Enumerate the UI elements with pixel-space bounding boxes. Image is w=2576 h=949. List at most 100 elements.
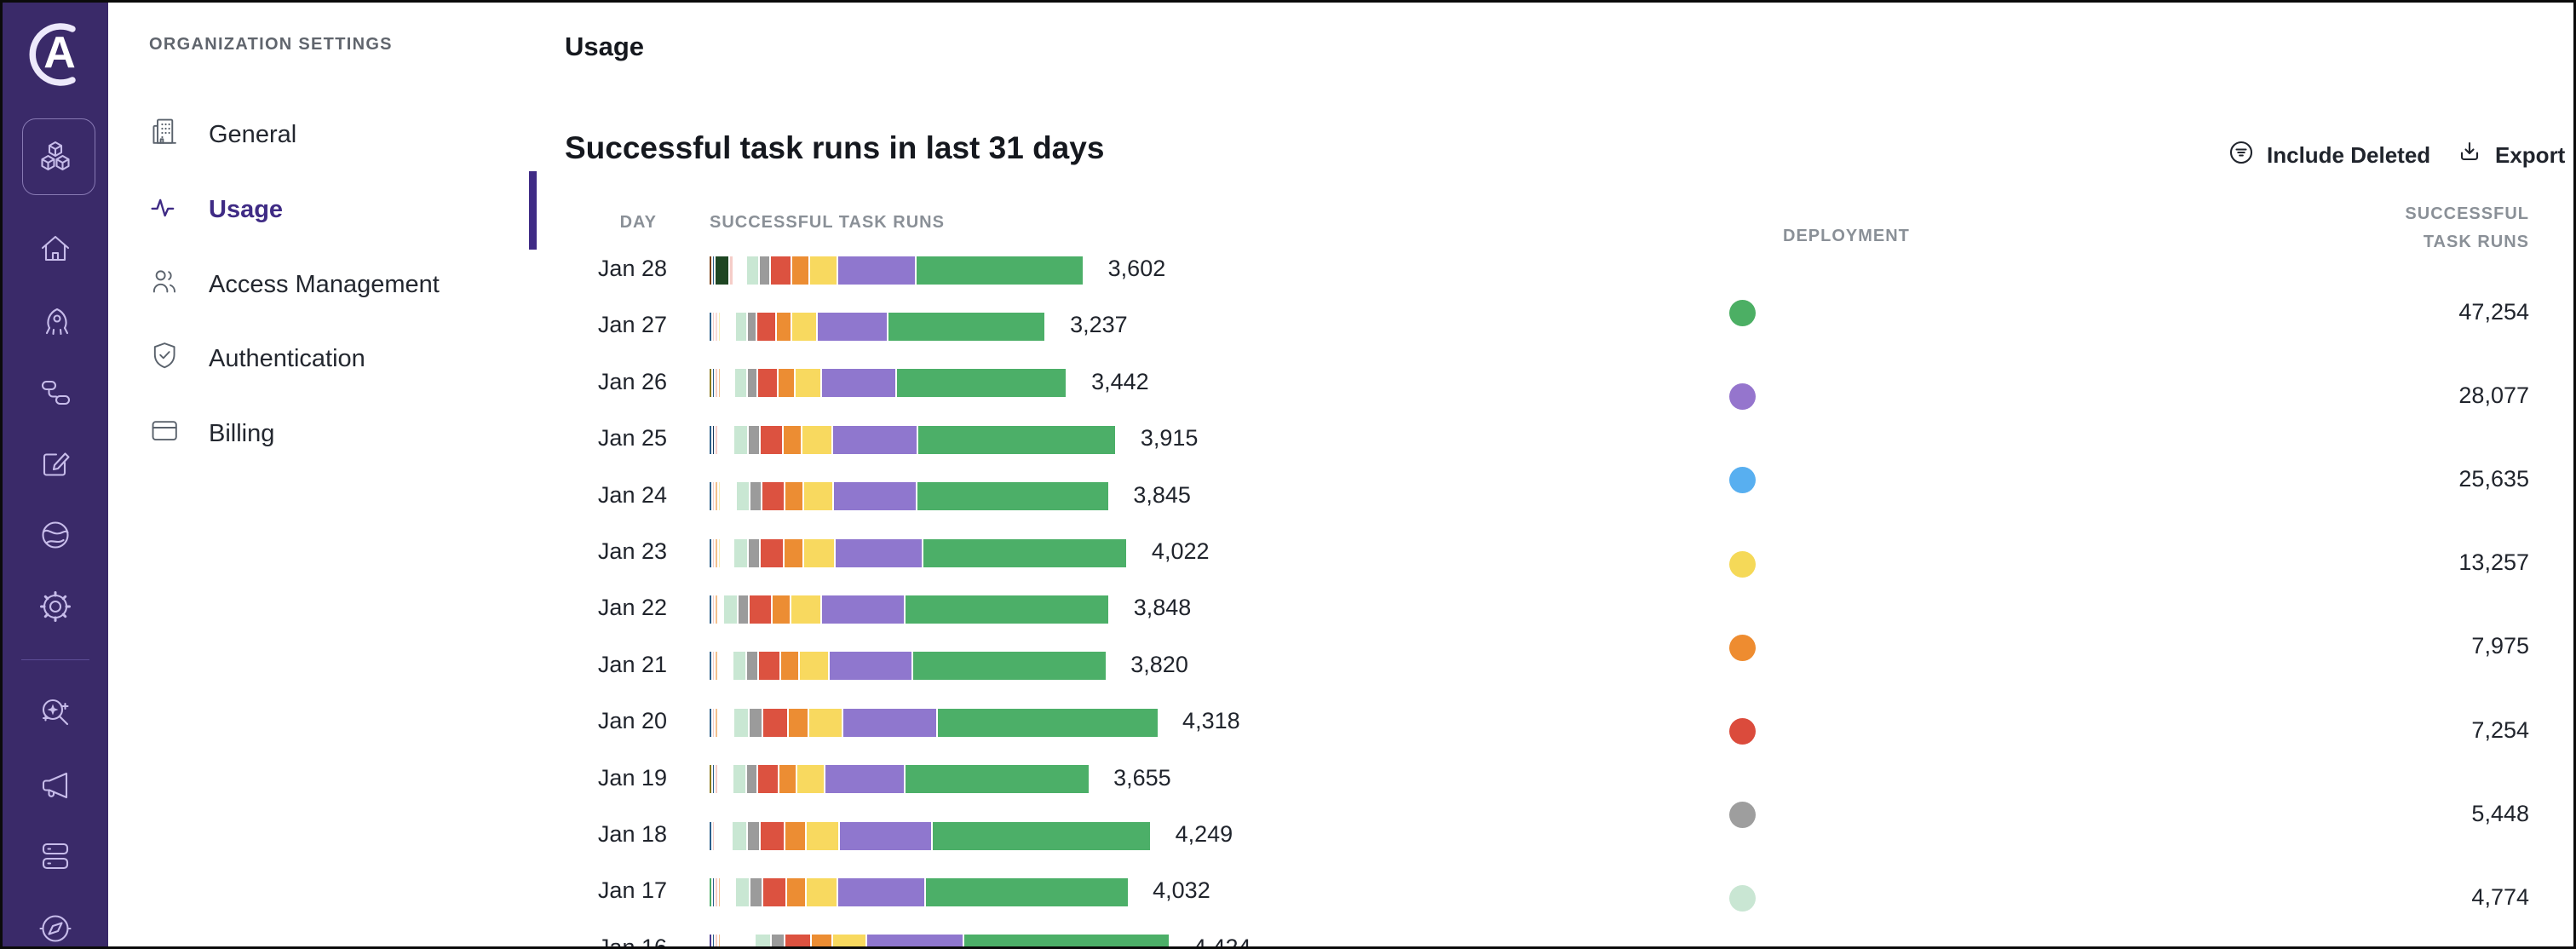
bar-segment-green: [937, 708, 1158, 737]
stacked-bar[interactable]: [710, 312, 1046, 341]
stacked-bar[interactable]: [710, 425, 1117, 454]
bar-segment-purple: [833, 482, 917, 511]
bar-segment-navy: [712, 877, 715, 906]
stacked-bar[interactable]: [710, 935, 1170, 946]
stacked-bar[interactable]: [710, 708, 1159, 737]
bar-segment-navy: [710, 821, 711, 850]
bar-segment-navy: [712, 935, 714, 946]
bar-segment-mint: [735, 369, 746, 398]
bar-value: 3,848: [1133, 595, 1192, 621]
section-heading: Successful task runs in last 31 days: [565, 130, 1105, 165]
day-label: Jan 23: [597, 538, 667, 564]
bar-value: 3,237: [1070, 312, 1128, 338]
column-header-day: DAY: [619, 213, 657, 232]
bar-segment-yellow: [791, 595, 820, 624]
bar-segment-pink: [716, 765, 717, 794]
bar-segment-orange: [786, 877, 805, 906]
bar-segment-gray: [748, 425, 759, 454]
deployment-dot[interactable]: [1729, 550, 1756, 578]
bar-segment-green: [906, 595, 1109, 624]
bar-segment-red: [750, 595, 772, 624]
bar-segment-green: [923, 538, 1127, 567]
bar-segment-blank: [722, 935, 754, 946]
sidebar-item-access-management[interactable]: Access Management: [149, 259, 440, 310]
bar-segment-orange: [785, 538, 803, 567]
bar-value: 4,424: [1193, 934, 1251, 949]
sidebar-item-label: Billing: [209, 419, 275, 447]
edit-icon[interactable]: [37, 446, 74, 483]
column-header-task-runs: SUCCESSFUL TASK RUNS: [710, 213, 945, 232]
sidebar-item-label: Access Management: [209, 270, 440, 298]
rocket-icon[interactable]: [37, 303, 74, 341]
stacked-bar[interactable]: [710, 538, 1128, 567]
bar-segment-red: [758, 652, 780, 681]
cubes-icon[interactable]: [37, 138, 74, 175]
bar-segment-blank: [719, 709, 733, 737]
bar-segment-yellow: [809, 708, 842, 737]
sidebar-item-billing[interactable]: Billing: [149, 408, 274, 459]
bar-segment-blank: [719, 652, 732, 680]
bar-segment-gray: [738, 595, 749, 624]
bar-segment-peach: [718, 877, 721, 906]
bar-segment-red: [760, 821, 785, 850]
organization-settings-nav: ORGANIZATION SETTINGS General Usage Access…: [108, 3, 539, 946]
bar-segment-navy: [710, 482, 711, 511]
home-icon[interactable]: [37, 230, 74, 267]
bar-segment-forest: [716, 256, 729, 285]
activity-icon: [149, 191, 183, 229]
deployment-dot[interactable]: [1729, 634, 1756, 661]
stacked-bar[interactable]: [710, 652, 1107, 681]
stacked-bar[interactable]: [710, 877, 1130, 906]
bar-segment-pink: [716, 425, 717, 454]
bar-segment-mint: [736, 877, 750, 906]
deployment-dot[interactable]: [1729, 467, 1756, 494]
bar-segment-yellow: [832, 935, 866, 946]
bar-segment-red: [762, 877, 785, 906]
compass-icon[interactable]: [37, 910, 74, 946]
stacked-bar[interactable]: [710, 595, 1110, 624]
page-title: Usage: [565, 32, 645, 61]
deployment-dot[interactable]: [1729, 718, 1756, 745]
gear-icon[interactable]: [37, 588, 74, 625]
search-sparkles-icon[interactable]: [37, 693, 74, 731]
servers-icon[interactable]: [37, 837, 74, 875]
bar-segment-green: [888, 312, 1045, 341]
bar-segment-brown: [710, 256, 711, 285]
bar-segment-orange: [779, 765, 796, 794]
bar-segment-purple: [839, 821, 931, 850]
bar-value: 3,915: [1140, 425, 1199, 451]
bar-segment-mint: [736, 482, 750, 511]
bar-segment-red: [760, 425, 782, 454]
deployment-dot[interactable]: [1729, 885, 1756, 912]
bar-segment-red: [757, 765, 778, 794]
bar-segment-purple: [822, 369, 896, 398]
astronomer-logo[interactable]: A: [21, 14, 95, 95]
column-header-deployment-task-runs: SUCCESSFUL TASK RUNS: [2405, 204, 2529, 251]
sidebar-item-general[interactable]: General: [149, 109, 296, 160]
stacked-bar[interactable]: [710, 369, 1067, 398]
stacked-bar[interactable]: [710, 821, 1152, 850]
bar-segment-red: [757, 369, 777, 398]
stacked-bar[interactable]: [710, 256, 1084, 285]
bar-segment-gray: [750, 482, 761, 511]
export-button[interactable]: Export: [2456, 139, 2565, 172]
sidebar-item-authentication[interactable]: Authentication: [149, 333, 365, 384]
megaphone-icon[interactable]: [37, 767, 74, 804]
bar-segment-green: [913, 652, 1106, 681]
stacked-bar[interactable]: [710, 482, 1110, 511]
include-deleted-button[interactable]: Include Deleted: [2228, 139, 2430, 172]
deployment-dot[interactable]: [1729, 383, 1756, 411]
bar-segment-gray: [749, 538, 760, 567]
workflow-icon[interactable]: [37, 374, 74, 411]
sidebar-item-usage[interactable]: Usage: [149, 184, 283, 235]
deployment-dot[interactable]: [1729, 300, 1756, 326]
deployment-dot[interactable]: [1729, 802, 1756, 829]
bar-value: 3,655: [1113, 764, 1171, 791]
bar-segment-peach: [716, 595, 717, 624]
stacked-bar[interactable]: [710, 765, 1090, 794]
bar-segment-purple: [830, 652, 912, 681]
bar-value: 3,845: [1133, 481, 1191, 508]
bar-segment-gray: [760, 256, 769, 285]
globe-icon[interactable]: [37, 516, 74, 554]
